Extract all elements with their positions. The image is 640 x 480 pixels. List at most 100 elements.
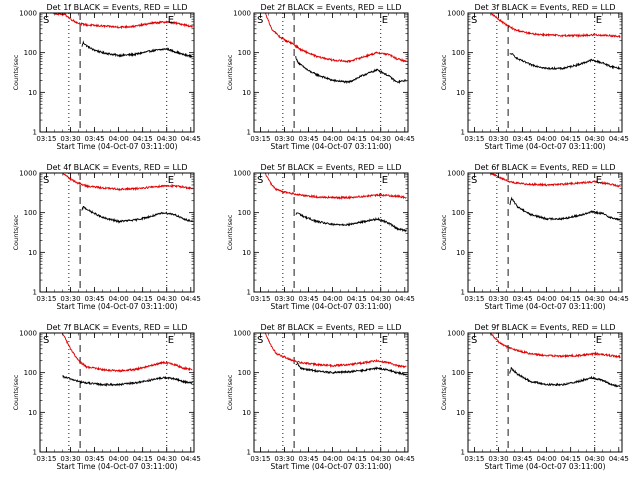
y-tick-label: 100: [238, 369, 251, 377]
x-tick-label: 03:15: [250, 135, 270, 143]
x-tick-label: 03:30: [488, 135, 508, 143]
start-marker: S: [471, 335, 477, 346]
x-tick-label: 04:00: [323, 455, 343, 463]
x-tick-label: 04:00: [109, 135, 129, 143]
start-marker: S: [471, 15, 477, 26]
x-tick-label: 04:15: [133, 455, 153, 463]
plot-frame: [467, 332, 623, 453]
start-marker: S: [257, 175, 263, 186]
series-lld: [264, 333, 407, 369]
x-axis-label: Start Time (04-Oct-07 03:11:00): [56, 302, 177, 311]
series-events: [62, 375, 193, 387]
y-axis-label: Counts/sec: [12, 54, 20, 90]
x-tick-label: 04:45: [181, 135, 201, 143]
y-tick-label: 1000: [447, 170, 465, 178]
x-tick-label: 04:00: [537, 295, 557, 303]
panel-4: Det 4f BLACK = Events, RED = LLD S E 1 10 100…: [12, 163, 201, 311]
x-tick-label: 04:30: [585, 295, 605, 303]
plot-frame: [467, 172, 623, 293]
x-tick-label: 03:15: [464, 295, 484, 303]
data-area: [62, 173, 193, 224]
panel-title: Det 3f BLACK = Events, RED = LLD: [474, 3, 615, 12]
data-area: [62, 333, 193, 387]
series-events: [509, 367, 621, 388]
x-tick-label: 03:30: [274, 455, 294, 463]
x-tick-label: 04:45: [395, 135, 415, 143]
x-tick-label: 03:45: [512, 455, 532, 463]
x-tick-label: 03:30: [274, 135, 294, 143]
y-axis-label: Counts/sec: [440, 214, 448, 250]
x-axis-label: Start Time (04-Oct-07 03:11:00): [56, 462, 177, 471]
y-tick-label: 1000: [19, 330, 37, 338]
y-tick-label: 1000: [447, 10, 465, 18]
x-tick-label: 04:30: [157, 295, 177, 303]
x-axis-label: Start Time (04-Oct-07 03:11:00): [484, 302, 605, 311]
x-tick-label: 04:45: [181, 295, 201, 303]
y-tick-label: 10: [456, 249, 465, 257]
start-marker: S: [257, 15, 263, 26]
x-tick-label: 04:15: [347, 295, 367, 303]
x-tick-label: 04:15: [561, 135, 581, 143]
plot-frame: [39, 332, 195, 453]
x-tick-label: 03:15: [36, 295, 56, 303]
data-area: [52, 13, 193, 59]
x-tick-label: 03:45: [84, 455, 104, 463]
x-tick-label: 04:15: [561, 295, 581, 303]
data-area: [265, 173, 407, 233]
x-tick-label: 04:30: [371, 295, 391, 303]
start-marker: S: [257, 335, 263, 346]
y-axis-label: Counts/sec: [440, 374, 448, 410]
plot-frame: [253, 12, 409, 133]
start-marker: S: [471, 175, 477, 186]
x-tick-label: 03:45: [298, 455, 318, 463]
series-lld: [62, 333, 193, 373]
end-marker: E: [596, 335, 602, 346]
y-axis-label: Counts/sec: [440, 54, 448, 90]
y-tick-label: 100: [24, 209, 37, 217]
panel-title: Det 1f BLACK = Events, RED = LLD: [46, 3, 187, 12]
y-tick-label: 1000: [447, 330, 465, 338]
x-tick-label: 04:00: [323, 295, 343, 303]
y-tick-label: 10: [28, 409, 37, 417]
x-tick-label: 04:15: [347, 455, 367, 463]
x-tick-label: 03:45: [298, 135, 318, 143]
data-area: [264, 333, 407, 376]
y-tick-label: 1: [461, 449, 465, 457]
x-tick-label: 04:30: [371, 135, 391, 143]
panel-5: Det 5f BLACK = Events, RED = LLD S E 1 10 100…: [226, 163, 415, 311]
panel-title: Det 5f BLACK = Events, RED = LLD: [260, 163, 401, 172]
y-tick-label: 100: [24, 49, 37, 57]
panel-8: Det 8f BLACK = Events, RED = LLD S E 1 10 100…: [226, 323, 415, 471]
y-tick-label: 1: [247, 289, 251, 297]
x-tick-label: 04:30: [585, 455, 605, 463]
panel-title: Det 8f BLACK = Events, RED = LLD: [260, 323, 401, 332]
y-tick-label: 100: [452, 209, 465, 217]
y-tick-label: 1000: [233, 330, 251, 338]
x-tick-label: 04:15: [561, 455, 581, 463]
panel-title: Det 6f BLACK = Events, RED = LLD: [474, 163, 615, 172]
x-tick-label: 04:45: [609, 135, 629, 143]
panel-1: Det 1f BLACK = Events, RED = LLD S E 1 10 100…: [12, 3, 201, 151]
x-axis-label: Start Time (04-Oct-07 03:11:00): [484, 142, 605, 151]
x-axis-label: Start Time (04-Oct-07 03:11:00): [56, 142, 177, 151]
plot-frame: [253, 172, 409, 293]
data-area: [490, 13, 621, 71]
start-marker: S: [43, 15, 49, 26]
series-lld: [490, 173, 621, 188]
series-events: [295, 55, 407, 85]
x-tick-label: 04:30: [157, 135, 177, 143]
x-tick-label: 03:45: [512, 295, 532, 303]
panel-7: Det 7f BLACK = Events, RED = LLD S E 1 10 100…: [12, 323, 201, 471]
y-tick-label: 10: [242, 89, 251, 97]
x-tick-label: 04:45: [395, 455, 415, 463]
series-events: [295, 362, 407, 376]
data-area: [490, 333, 621, 388]
series-events: [81, 40, 193, 59]
y-tick-label: 100: [24, 369, 37, 377]
x-tick-label: 04:45: [181, 455, 201, 463]
x-tick-label: 03:30: [488, 455, 508, 463]
y-axis-label: Counts/sec: [12, 374, 20, 410]
end-marker: E: [168, 335, 174, 346]
x-tick-label: 04:30: [371, 455, 391, 463]
